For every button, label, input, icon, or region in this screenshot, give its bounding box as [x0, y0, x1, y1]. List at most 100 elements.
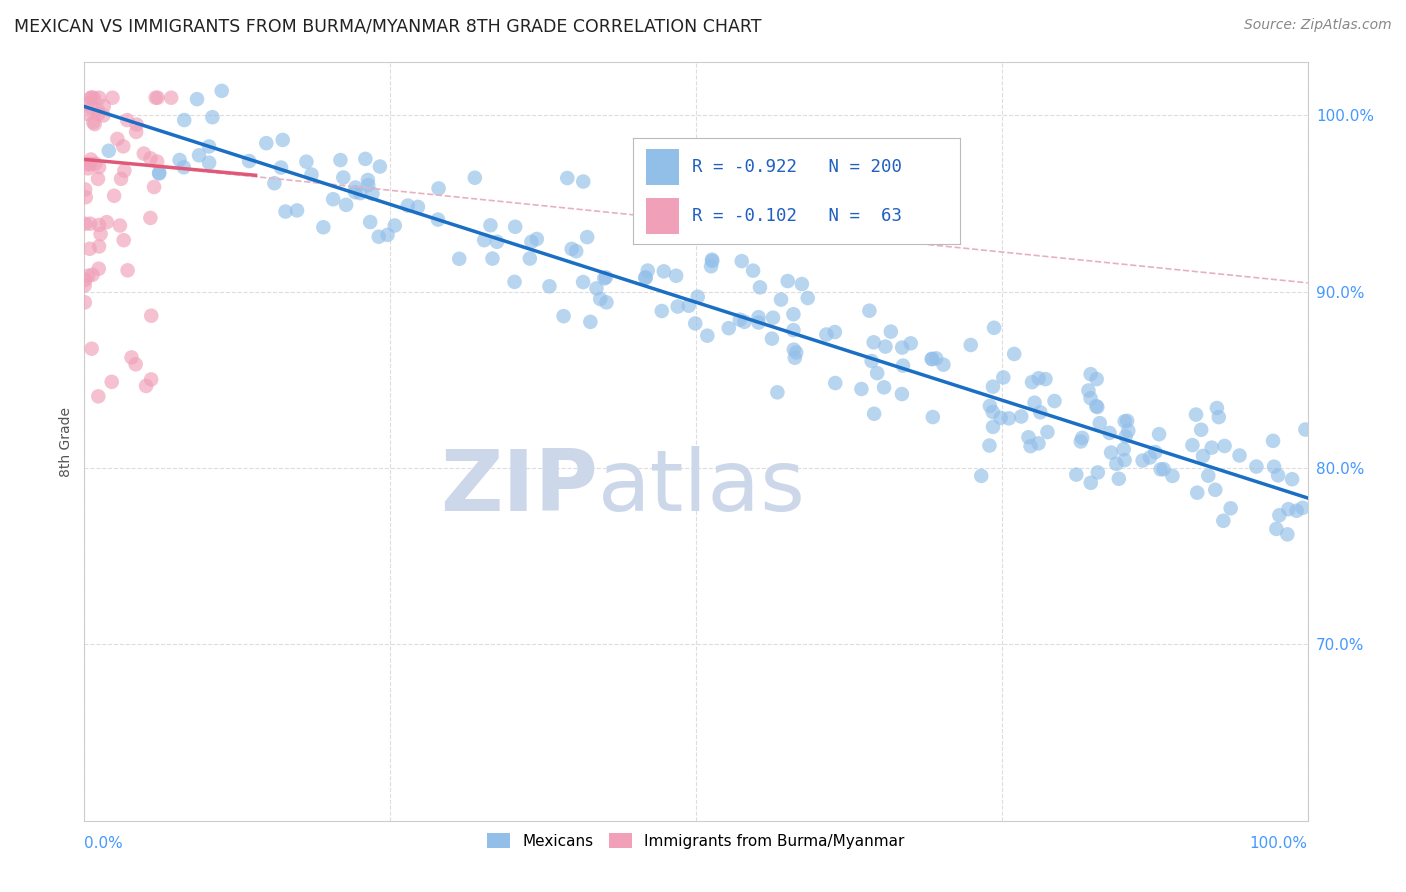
Point	[101, 91, 124, 105]
Point	[766, 385, 789, 400]
Point	[173, 113, 195, 128]
Point	[503, 275, 526, 289]
Point	[1105, 457, 1128, 471]
Point	[285, 203, 308, 218]
Point	[1229, 449, 1251, 463]
Point	[312, 220, 335, 235]
Point	[824, 325, 846, 339]
Point	[103, 188, 125, 202]
Point	[782, 307, 804, 321]
Point	[427, 181, 450, 195]
Point	[77, 161, 100, 176]
Point	[1114, 453, 1136, 467]
Point	[520, 235, 543, 249]
Point	[117, 263, 139, 277]
Point	[1071, 431, 1094, 445]
Point	[139, 152, 162, 166]
Point	[1029, 405, 1052, 419]
Point	[1043, 394, 1066, 409]
Point	[485, 235, 508, 249]
Point	[979, 438, 1001, 452]
Point	[747, 316, 769, 330]
Point	[79, 217, 101, 231]
Point	[1066, 467, 1088, 482]
Point	[238, 154, 260, 169]
Point	[83, 117, 105, 131]
Point	[1268, 508, 1291, 523]
Point	[1208, 410, 1230, 425]
Point	[367, 229, 389, 244]
Point	[1077, 384, 1099, 398]
Point	[762, 310, 785, 325]
Point	[396, 198, 419, 212]
Point	[97, 144, 120, 158]
Point	[75, 182, 97, 196]
Point	[344, 180, 367, 194]
Point	[1070, 434, 1092, 449]
Point	[186, 92, 208, 106]
Point	[553, 309, 575, 323]
Point	[702, 254, 724, 268]
Point	[481, 252, 503, 266]
Point	[1147, 427, 1170, 442]
Point	[479, 219, 502, 233]
Point	[93, 99, 115, 113]
Point	[198, 155, 221, 169]
Point	[1150, 462, 1173, 476]
Point	[1115, 429, 1137, 443]
Point	[990, 410, 1012, 425]
Point	[860, 354, 883, 368]
Point	[301, 168, 323, 182]
Point	[201, 110, 224, 124]
Point	[139, 372, 162, 386]
Point	[634, 270, 657, 285]
Point	[1019, 439, 1042, 453]
Point	[80, 91, 103, 105]
Point	[90, 227, 112, 241]
Point	[87, 218, 110, 232]
Point	[1112, 442, 1135, 457]
Point	[1036, 425, 1059, 439]
Point	[77, 268, 100, 283]
Point	[1285, 504, 1308, 518]
Point	[1024, 395, 1046, 409]
Point	[464, 170, 486, 185]
Point	[1261, 434, 1284, 448]
Point	[824, 376, 846, 390]
Point	[160, 91, 183, 105]
Point	[993, 370, 1015, 384]
Point	[173, 160, 195, 174]
Point	[87, 103, 110, 117]
Point	[1116, 414, 1139, 428]
Point	[121, 351, 143, 365]
Point	[80, 91, 103, 105]
Point	[890, 387, 912, 401]
Point	[1085, 400, 1108, 414]
Point	[79, 242, 101, 256]
Point	[105, 132, 128, 146]
Point	[862, 335, 884, 350]
Point	[359, 215, 381, 229]
Point	[1277, 527, 1299, 541]
Point	[1265, 522, 1288, 536]
Point	[593, 271, 616, 285]
Point	[683, 317, 706, 331]
Point	[891, 341, 914, 355]
Point	[112, 139, 135, 153]
Point	[271, 133, 294, 147]
Point	[124, 357, 146, 371]
Point	[891, 359, 914, 373]
Point	[427, 212, 450, 227]
Point	[76, 96, 98, 111]
Point	[1267, 468, 1289, 483]
Text: 100.0%: 100.0%	[1250, 836, 1308, 851]
Point	[782, 323, 804, 337]
Point	[93, 108, 115, 122]
Text: R = -0.102   N =  63: R = -0.102 N = 63	[692, 207, 903, 225]
Point	[1132, 453, 1154, 467]
Point	[983, 320, 1005, 334]
Point	[254, 136, 277, 150]
Point	[1197, 468, 1219, 483]
Point	[77, 157, 100, 171]
Point	[83, 91, 105, 105]
